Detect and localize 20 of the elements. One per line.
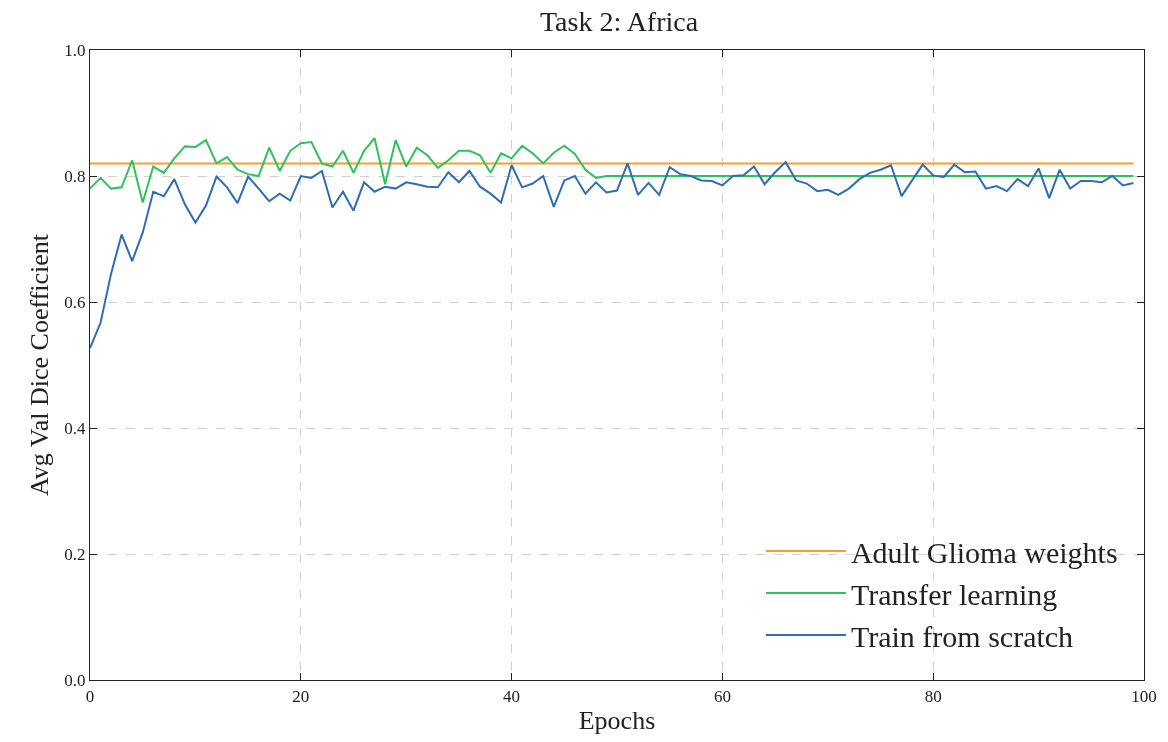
x-tick-label: 60: [713, 686, 731, 706]
y-tick-label: 0.6: [64, 292, 86, 312]
y-tick-label: 1.0: [64, 40, 86, 60]
line-series: [90, 161, 1135, 349]
x-tick-label: 20: [292, 686, 310, 706]
y-tick-label: 0.0: [64, 670, 86, 690]
x-tick-label: 40: [503, 686, 521, 706]
y-tick-label: 0.2: [64, 544, 86, 564]
chart-title: Task 2: Africa: [539, 5, 699, 37]
x-tick-label: 0: [85, 686, 95, 706]
x-axis-title: Epochs: [578, 706, 656, 736]
y-tick-label: 0.8: [64, 166, 86, 186]
legend-label: Train from scratch: [850, 619, 1074, 653]
line-series: [90, 137, 1135, 204]
x-tick-label: 80: [924, 686, 942, 706]
y-tick-label: 0.4: [64, 418, 86, 438]
x-tick-label: 100: [1131, 686, 1157, 706]
legend-label: Adult Glioma weights: [850, 535, 1118, 569]
y-axis-title: Avg Val Dice Coefficient: [24, 233, 54, 497]
legend-label: Transfer learning: [850, 577, 1058, 611]
